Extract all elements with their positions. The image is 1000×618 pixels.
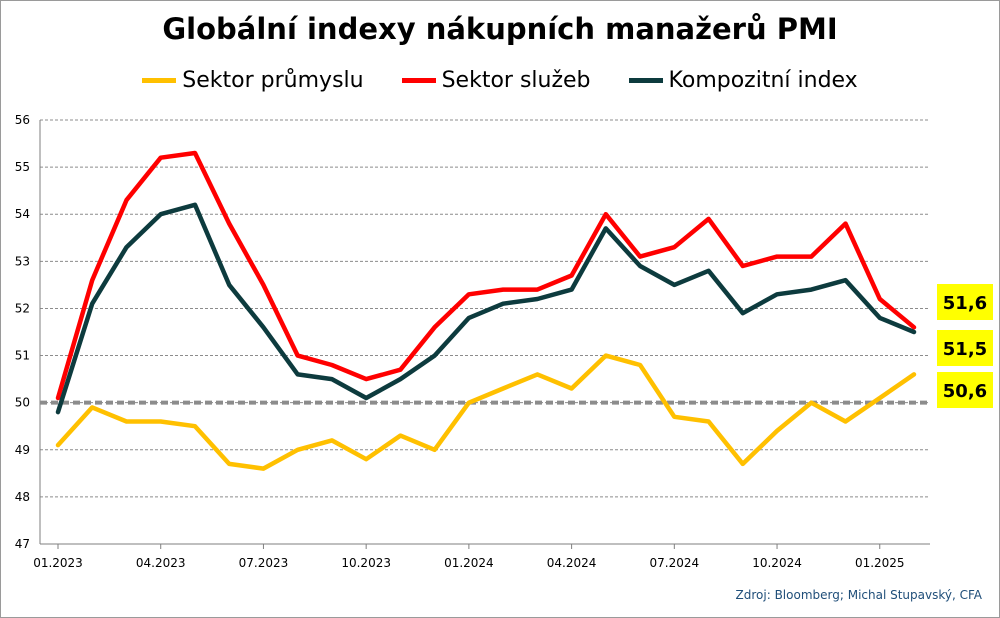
- series-line-2: [55, 202, 917, 415]
- y-tick-label-48: 48: [15, 490, 30, 504]
- y-tick-label-53: 53: [15, 254, 30, 268]
- series-line-0: [55, 353, 917, 471]
- x-tick-label-04.2024: 04.2024: [547, 556, 597, 570]
- x-tick-label-01.2025: 01.2025: [855, 556, 905, 570]
- y-tick-label-52: 52: [15, 301, 30, 315]
- source-note: Zdroj: Bloomberg; Michal Stupavský, CFA: [735, 588, 982, 602]
- y-tick-label-54: 54: [15, 207, 30, 221]
- end-label-0: 50,6: [943, 381, 987, 402]
- x-tick-label-07.2024: 07.2024: [650, 556, 700, 570]
- x-tick-label-01.2024: 01.2024: [444, 556, 494, 570]
- legend-label-services: Sektor služeb: [441, 68, 591, 93]
- end-label-2: 51,5: [943, 339, 987, 360]
- end-label-box-2: [937, 330, 993, 366]
- end-label-1: 51,6: [943, 293, 987, 314]
- series-line-1: [55, 150, 917, 401]
- legend: Sektor průmyslu Sektor služeb Kompozitní…: [0, 68, 1000, 93]
- legend-label-industry: Sektor průmyslu: [182, 68, 364, 93]
- x-tick-label-10.2023: 10.2023: [341, 556, 391, 570]
- x-tick-label-01.2023: 01.2023: [33, 556, 83, 570]
- legend-swatch-composite: [628, 78, 663, 83]
- legend-item-industry: Sektor průmyslu: [142, 68, 364, 93]
- chart-title: Globální indexy nákupních manažerů PMI: [162, 12, 838, 46]
- y-tick-label-55: 55: [15, 160, 30, 174]
- legend-item-composite: Kompozitní index: [628, 68, 858, 93]
- x-tick-label-04.2023: 04.2023: [136, 556, 186, 570]
- y-tick-label-56: 56: [15, 113, 30, 127]
- legend-swatch-services: [401, 78, 436, 83]
- y-tick-label-49: 49: [15, 443, 30, 457]
- y-tick-label-47: 47: [15, 537, 30, 551]
- legend-swatch-industry: [142, 78, 177, 83]
- y-tick-label-51: 51: [15, 349, 30, 363]
- end-label-box-1: [937, 284, 993, 320]
- y-tick-label-50: 50: [15, 396, 30, 410]
- legend-item-services: Sektor služeb: [401, 68, 591, 93]
- end-label-box-0: [937, 372, 993, 408]
- x-tick-label-07.2023: 07.2023: [239, 556, 289, 570]
- x-tick-label-10.2024: 10.2024: [752, 556, 802, 570]
- legend-label-composite: Kompozitní index: [668, 68, 858, 93]
